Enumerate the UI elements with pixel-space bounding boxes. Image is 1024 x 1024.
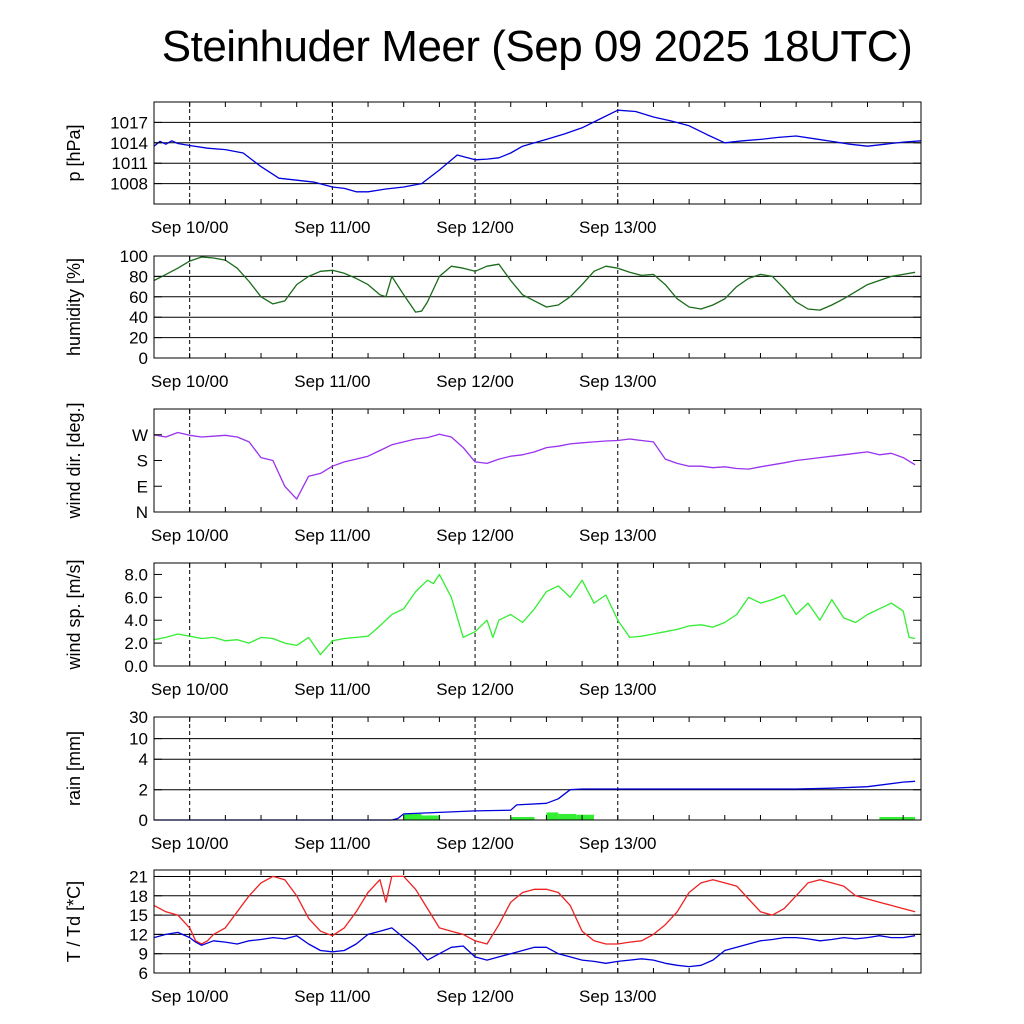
temperature-frame bbox=[153, 869, 922, 974]
rain-y-tick-label: 0 bbox=[139, 811, 148, 830]
wind_speed-x-tick-label: Sep 10/00 bbox=[151, 680, 229, 699]
temperature-y-tick-label: 6 bbox=[139, 964, 148, 983]
rain-y-tick-label: 10 bbox=[129, 730, 148, 749]
humidity-series-humidity bbox=[153, 256, 916, 313]
humidity-frame bbox=[153, 255, 922, 359]
wind_direction-y-tick-label: E bbox=[137, 477, 148, 496]
wind_speed-y-tick-label: 8.0 bbox=[124, 565, 148, 584]
wind_direction-x-tick-label: Sep 12/00 bbox=[436, 526, 514, 545]
pressure-y-tick-label: 1014 bbox=[110, 134, 148, 153]
humidity-y-tick-label: 80 bbox=[129, 267, 148, 286]
pressure-frame bbox=[153, 101, 922, 205]
humidity-x-tick-label: Sep 11/00 bbox=[294, 372, 370, 391]
wind_direction-x-tick-label: Sep 10/00 bbox=[151, 526, 229, 545]
humidity-y-tick-label: 0 bbox=[139, 349, 148, 368]
rain-x-tick-label: Sep 13/00 bbox=[579, 834, 657, 853]
chart-title: Steinhuder Meer (Sep 09 2025 18UTC) bbox=[161, 22, 913, 71]
humidity-x-tick-label: Sep 12/00 bbox=[436, 372, 514, 391]
wind_speed-y-tick-label: 2.0 bbox=[124, 634, 148, 653]
pressure-series-pressure bbox=[153, 109, 922, 193]
wind_speed-series-wind-speed bbox=[153, 573, 916, 656]
wind_speed-y-axis-title: wind sp. [m/s] bbox=[64, 559, 84, 670]
wind_direction-x-tick-label: Sep 11/00 bbox=[294, 526, 370, 545]
wind_speed-x-tick-label: Sep 11/00 bbox=[294, 680, 370, 699]
pressure-x-tick-label: Sep 12/00 bbox=[436, 218, 514, 237]
temperature-x-tick-label: Sep 13/00 bbox=[579, 987, 657, 1006]
humidity-x-tick-label: Sep 10/00 bbox=[151, 372, 229, 391]
rain-series-accumulated-rain bbox=[154, 780, 916, 821]
temperature-y-tick-label: 18 bbox=[129, 887, 148, 906]
rain-x-tick-label: Sep 11/00 bbox=[294, 834, 370, 853]
humidity-y-tick-label: 60 bbox=[129, 288, 148, 307]
wind_direction-y-tick-label: N bbox=[136, 503, 148, 522]
rain-bar bbox=[558, 813, 577, 820]
temperature-y-tick-label: 12 bbox=[129, 925, 148, 944]
rain-bar bbox=[510, 816, 535, 820]
temperature-x-tick-label: Sep 12/00 bbox=[436, 987, 514, 1006]
pressure-y-tick-label: 1017 bbox=[110, 113, 148, 132]
pressure-x-tick-label: Sep 13/00 bbox=[579, 218, 657, 237]
wind_speed-x-tick-label: Sep 12/00 bbox=[436, 680, 514, 699]
rain-y-axis-title: rain [mm] bbox=[64, 731, 84, 806]
rain-bar bbox=[546, 812, 559, 820]
rain-y-tick-label: 2 bbox=[139, 781, 148, 800]
humidity-y-tick-label: 40 bbox=[129, 308, 148, 327]
wind_speed-y-tick-label: 0.0 bbox=[124, 657, 148, 676]
humidity-y-axis-title: humidity [%] bbox=[64, 258, 84, 356]
rain-bar bbox=[403, 813, 422, 820]
pressure-y-axis-title: p [hPa] bbox=[64, 124, 84, 181]
temperature-y-tick-label: 15 bbox=[129, 906, 148, 925]
wind_speed-frame bbox=[153, 562, 922, 667]
humidity-y-tick-label: 20 bbox=[129, 329, 148, 348]
temperature-series-t bbox=[153, 875, 916, 945]
humidity-y-tick-label: 100 bbox=[120, 247, 148, 266]
rain-y-tick-label: 30 bbox=[129, 708, 148, 727]
pressure-x-tick-label: Sep 10/00 bbox=[151, 218, 229, 237]
rain-bar bbox=[421, 815, 440, 820]
rain-bar bbox=[879, 816, 916, 820]
wind_direction-series-wind-direction bbox=[153, 431, 916, 500]
pressure-y-tick-label: 1011 bbox=[111, 154, 148, 173]
temperature-y-tick-label: 21 bbox=[129, 867, 148, 886]
temperature-y-axis-title: T / Td [*C] bbox=[64, 881, 84, 962]
temperature-x-tick-label: Sep 10/00 bbox=[151, 987, 229, 1006]
temperature-x-tick-label: Sep 11/00 bbox=[294, 987, 370, 1006]
temperature-y-tick-label: 9 bbox=[139, 945, 148, 964]
pressure-y-tick-label: 1008 bbox=[110, 175, 148, 194]
rain-x-tick-label: Sep 10/00 bbox=[151, 834, 229, 853]
wind_direction-y-axis-title: wind dir. [deg.] bbox=[64, 402, 84, 519]
humidity-x-tick-label: Sep 13/00 bbox=[579, 372, 657, 391]
temperature-series-td bbox=[153, 927, 916, 968]
rain-bar bbox=[576, 814, 594, 820]
wind_direction-y-tick-label: S bbox=[137, 452, 148, 471]
wind_speed-y-tick-label: 4.0 bbox=[124, 611, 148, 630]
pressure-x-tick-label: Sep 11/00 bbox=[294, 218, 370, 237]
rain-x-tick-label: Sep 12/00 bbox=[436, 834, 514, 853]
wind_direction-x-tick-label: Sep 13/00 bbox=[579, 526, 657, 545]
rain-frame bbox=[153, 716, 922, 821]
wind_speed-y-tick-label: 6.0 bbox=[124, 588, 148, 607]
wind_speed-x-tick-label: Sep 13/00 bbox=[579, 680, 657, 699]
rain-y-tick-label: 4 bbox=[139, 750, 148, 769]
wind_direction-y-tick-label: W bbox=[132, 426, 148, 445]
wind_direction-frame bbox=[153, 408, 922, 513]
